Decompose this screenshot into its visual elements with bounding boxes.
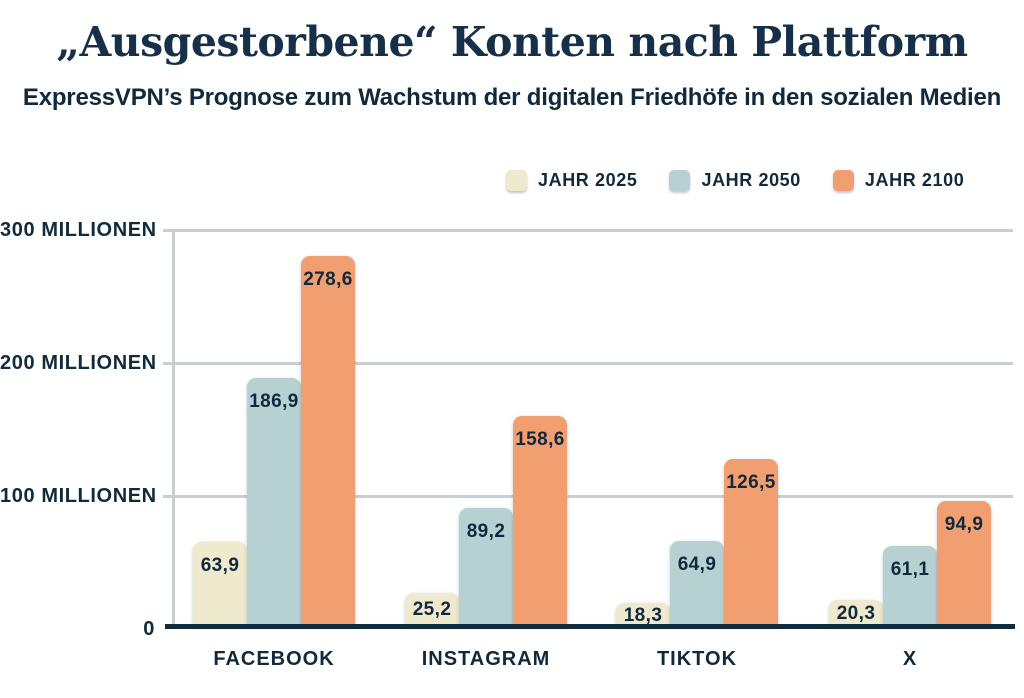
category-label-x: X <box>902 648 918 670</box>
page-subtitle: ExpressVPN’s Prognose zum Wachstum der d… <box>22 84 1002 111</box>
bar-x-jahr-2100: 94,9 <box>937 501 991 627</box>
bar-facebook-jahr-2025: 63,9 <box>193 542 247 627</box>
bar-tiktok-jahr-2100: 126,5 <box>724 459 778 627</box>
bar-value-label: 158,6 <box>515 429 565 450</box>
legend-swatch-icon <box>506 170 527 191</box>
gridline <box>163 362 1013 365</box>
bar-tiktok-jahr-2050: 64,9 <box>670 541 724 627</box>
bar-instagram-jahr-2100: 158,6 <box>513 416 567 627</box>
bar-value-label: 64,9 <box>677 554 717 575</box>
bar-value-label: 25,2 <box>412 599 452 620</box>
legend-label: JAHR 2050 <box>701 170 801 190</box>
chart-plot: 63,9 186,9 278,6 FACEBOOK 25,2 89,2 158,6 INSTA… <box>163 229 1015 670</box>
y-axis-labels: 300 MILLIONEN 200 MILLIONEN 100 MILLIONEN 0 <box>0 0 157 698</box>
chart-legend: JAHR 2025 JAHR 2050 JAHR 2100 <box>506 170 964 191</box>
bar-value-label: 63,9 <box>200 555 240 576</box>
bar-tiktok-jahr-2025: 18,3 <box>616 603 670 627</box>
gridline <box>163 495 1013 498</box>
category-label-facebook: FACEBOOK <box>213 648 335 670</box>
bar-value-label: 126,5 <box>726 472 776 493</box>
y-tick-label: 200 MILLIONEN <box>0 352 157 374</box>
legend-item: JAHR 2025 <box>506 170 637 191</box>
bar-value-label: 61,1 <box>890 559 930 580</box>
bar-facebook-jahr-2100: 278,6 <box>301 256 355 627</box>
bar-instagram-jahr-2050: 89,2 <box>459 508 513 627</box>
y-tick-label: 300 MILLIONEN <box>0 219 157 241</box>
bar-facebook-jahr-2050: 186,9 <box>247 378 301 627</box>
bar-x-jahr-2050: 61,1 <box>883 546 937 627</box>
y-axis-line <box>172 230 175 629</box>
y-tick-label: 0 <box>143 618 155 640</box>
x-axis-baseline <box>165 624 1015 629</box>
bar-value-label: 94,9 <box>944 514 984 535</box>
legend-item: JAHR 2050 <box>669 170 800 191</box>
category-label-instagram: INSTAGRAM <box>421 648 551 670</box>
legend-label: JAHR 2100 <box>864 170 965 190</box>
bar-value-label: 186,9 <box>249 391 299 412</box>
legend-swatch-icon <box>669 170 691 191</box>
category-label-tiktok: TIKTOK <box>656 648 738 670</box>
bar-value-label: 20,3 <box>836 603 876 624</box>
legend-label: JAHR 2025 <box>538 170 638 190</box>
page-title: „Ausgestorbene“ Konten nach Plattform <box>56 18 968 66</box>
bar-x-jahr-2025: 20,3 <box>829 600 883 627</box>
legend-item: JAHR 2100 <box>832 170 965 191</box>
bar-value-label: 89,2 <box>466 521 506 542</box>
bar-instagram-jahr-2025: 25,2 <box>405 593 459 627</box>
gridline <box>163 229 1013 232</box>
y-tick-label: 100 MILLIONEN <box>0 485 157 507</box>
legend-swatch-icon <box>832 170 854 191</box>
bar-value-label: 18,3 <box>623 605 663 626</box>
bar-value-label: 278,6 <box>303 269 353 290</box>
